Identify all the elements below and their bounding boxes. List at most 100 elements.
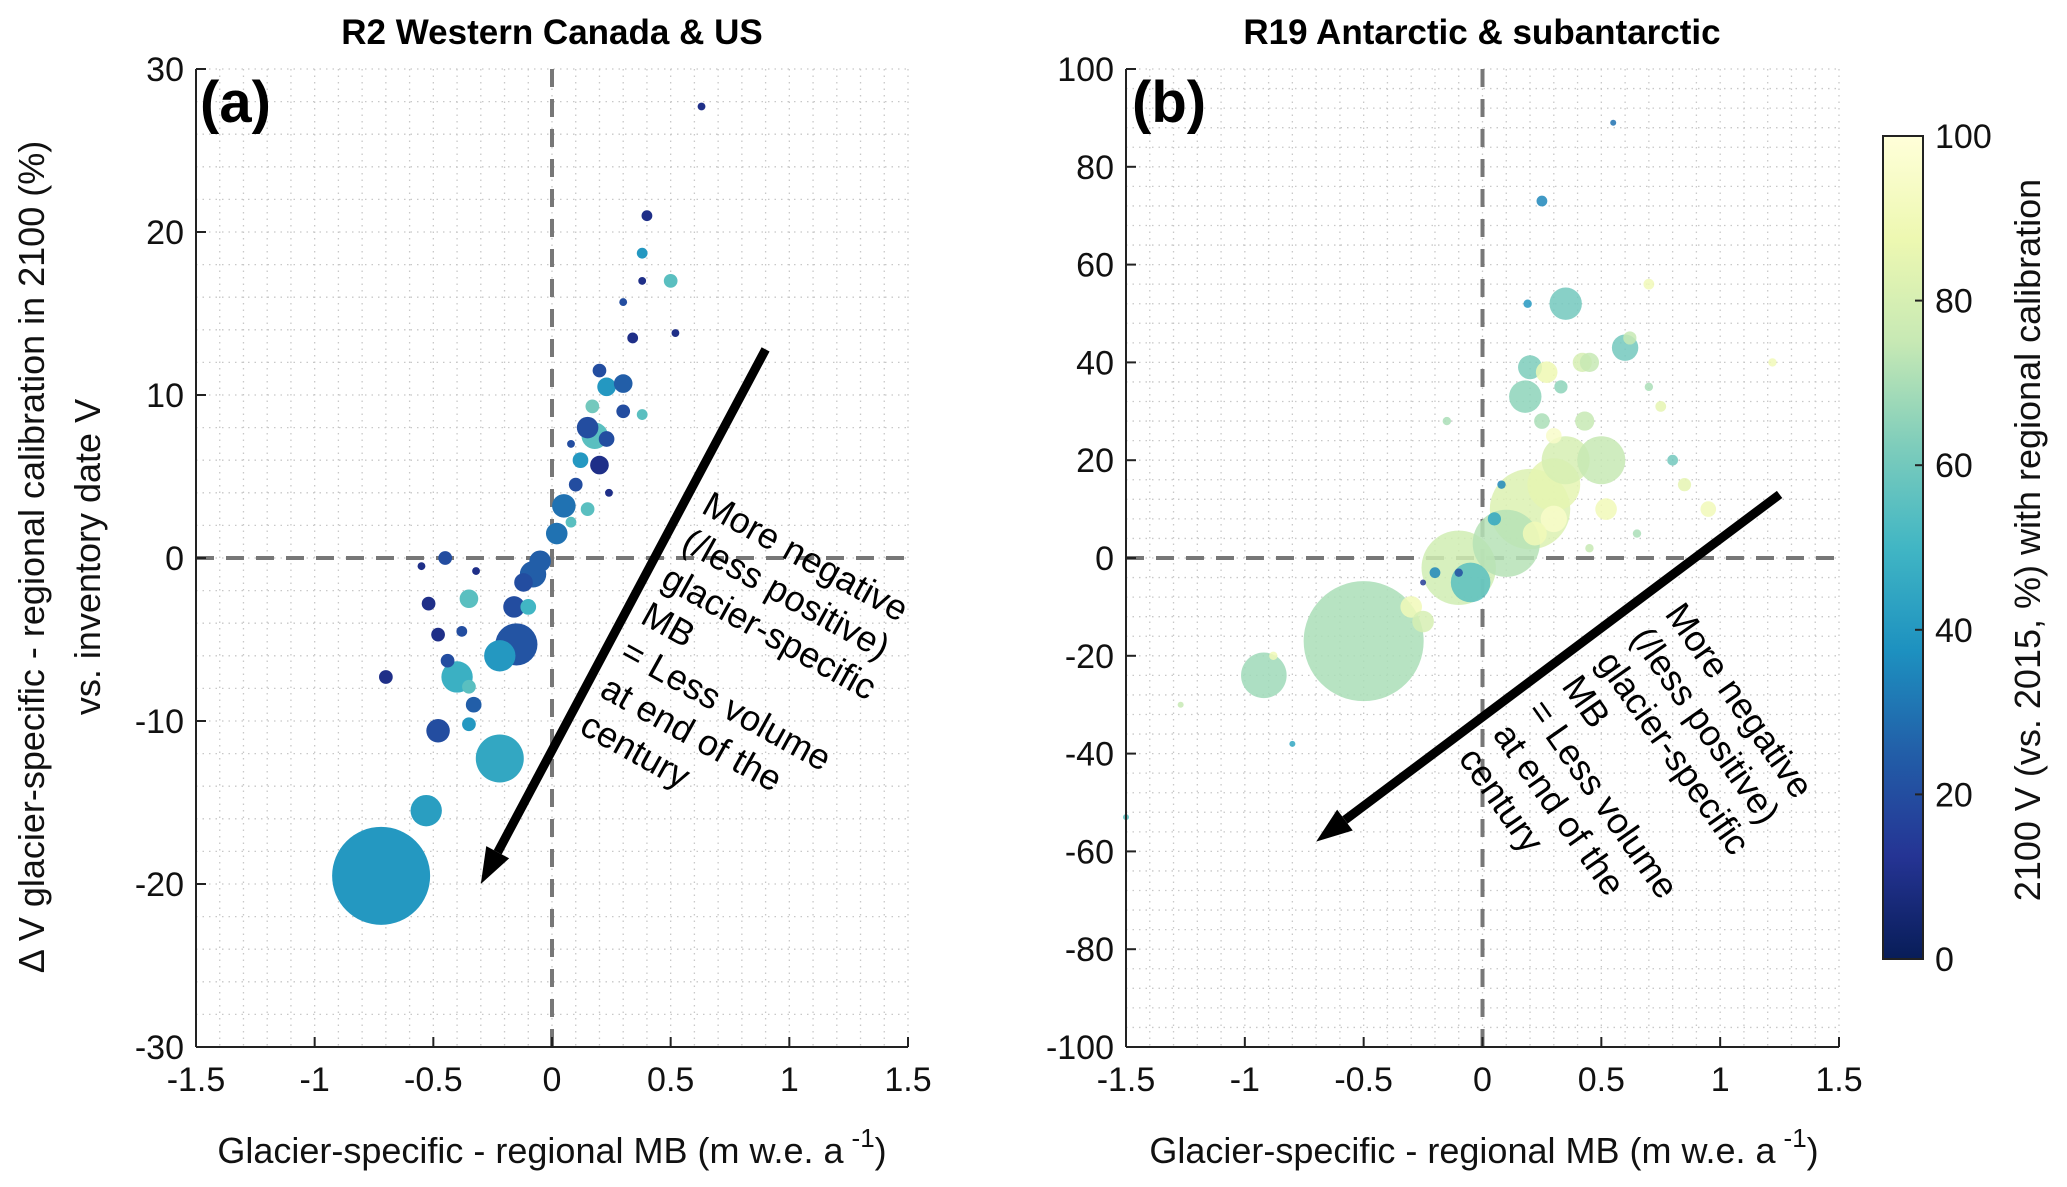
data-point (456, 625, 468, 637)
data-point (484, 640, 516, 672)
data-point (568, 477, 583, 492)
data-point (1497, 480, 1506, 489)
x-tick-label: 0.5 (1578, 1061, 1625, 1099)
data-point (438, 551, 453, 565)
data-point (605, 488, 613, 497)
data-point (1575, 411, 1595, 431)
data-point (1420, 579, 1427, 586)
data-point (1549, 287, 1582, 320)
y-tick-label: 30 (146, 51, 184, 89)
data-point (636, 247, 648, 259)
colorbar-label: 2100 V (vs. 2015, %) with regional calib… (2007, 179, 2048, 901)
data-point (627, 332, 639, 344)
y-tick-label: 60 (1076, 247, 1114, 285)
y-tick-label: -20 (1065, 638, 1114, 676)
data-point (597, 377, 616, 397)
data-point (671, 329, 680, 337)
x-tick-label: 0 (1473, 1061, 1492, 1099)
y-tick-label: 0 (1095, 540, 1114, 578)
y-tick-label: 20 (146, 214, 184, 252)
x-tick-label: 1.5 (1815, 1061, 1862, 1099)
data-point (410, 794, 442, 827)
y-tick-label: -60 (1065, 833, 1114, 871)
data-point (1577, 436, 1626, 485)
data-point (472, 567, 480, 575)
data-point (697, 102, 706, 111)
y-tick-label: -30 (135, 1029, 184, 1067)
data-point (332, 826, 431, 925)
y-tick-label: 10 (146, 377, 184, 415)
data-point (1541, 436, 1590, 485)
data-point (590, 455, 609, 475)
panel-b: -1.5 -1 -0.5 0 0.5 1 1.5 -100 -80 -60 -40 -20 0 20 40 6… (1046, 51, 1863, 1099)
data-point (592, 363, 607, 378)
data-point (417, 562, 426, 571)
data-point (1579, 352, 1600, 372)
data-point (462, 717, 476, 732)
x-tick-label: 1 (1711, 1061, 1730, 1099)
y-tick-label: -100 (1046, 1029, 1114, 1067)
x-tick-label: -0.5 (1334, 1061, 1393, 1099)
annotation-text: More negative(/less positive)glacier-spe… (574, 483, 916, 800)
y-tick-label: 40 (1076, 344, 1114, 382)
data-point (1269, 651, 1278, 660)
y-tick-label: -40 (1065, 736, 1114, 774)
data-point (520, 599, 537, 615)
data-point (421, 596, 436, 611)
y-tick-label: -20 (135, 866, 184, 904)
data-point (1655, 401, 1667, 412)
data-point (1450, 562, 1491, 603)
x-tick-label: -1.5 (1097, 1061, 1156, 1099)
data-point (1522, 521, 1547, 546)
x-tick-label: 1.5 (884, 1061, 931, 1099)
data-point (1554, 380, 1568, 394)
data-point (1177, 701, 1184, 708)
data-point (1535, 361, 1558, 383)
data-point (1523, 299, 1532, 308)
data-point (576, 416, 599, 439)
data-point (1667, 454, 1679, 466)
colorbar: 0 20 40 60 80 100 (1882, 118, 1992, 979)
data-point (1442, 416, 1452, 426)
data-point (1546, 427, 1562, 444)
colorbar-tick-label: 40 (1935, 612, 1973, 650)
panel-a-ylabel-line1: Δ V glacier-specific - regional calibrat… (11, 141, 52, 973)
y-tick-label: -80 (1065, 931, 1114, 969)
data-point (1677, 478, 1692, 492)
data-point (585, 399, 600, 414)
data-point (379, 670, 393, 684)
data-point (567, 439, 575, 448)
data-point (545, 522, 568, 545)
colorbar-tick-label: 100 (1935, 118, 1992, 156)
data-point (1768, 358, 1777, 367)
data-point (1509, 380, 1542, 413)
annotation-arrow-head (1316, 809, 1353, 842)
data-point (1303, 581, 1424, 702)
data-point (616, 404, 631, 419)
y-tick-label: -10 (135, 703, 184, 741)
annotation-arrow-shaft (493, 347, 770, 855)
data-point (1534, 413, 1550, 429)
data-point (619, 298, 628, 307)
data-point (440, 653, 455, 668)
x-tick-label: -1.5 (167, 1061, 226, 1099)
data-point (529, 550, 551, 573)
data-point (426, 719, 450, 743)
data-point (1487, 512, 1501, 526)
data-point (1623, 331, 1637, 345)
colorbar-tick-label: 60 (1935, 447, 1973, 485)
data-point (663, 274, 678, 288)
panel-b-title: R19 Antarctic & subantarctic (1243, 13, 1720, 52)
annotation-arrow-head (480, 846, 510, 884)
data-point (636, 409, 648, 420)
data-point (1536, 195, 1548, 207)
data-point (462, 679, 476, 694)
data-point (475, 734, 524, 783)
data-point (1540, 505, 1568, 533)
data-point (1412, 610, 1434, 633)
data-point (431, 627, 445, 642)
panel-a-ylabel-line2: vs. inventory date V (67, 399, 108, 715)
y-tick-label: 0 (165, 540, 184, 578)
x-tick-label: 0.5 (647, 1061, 694, 1099)
data-point (1632, 529, 1642, 538)
